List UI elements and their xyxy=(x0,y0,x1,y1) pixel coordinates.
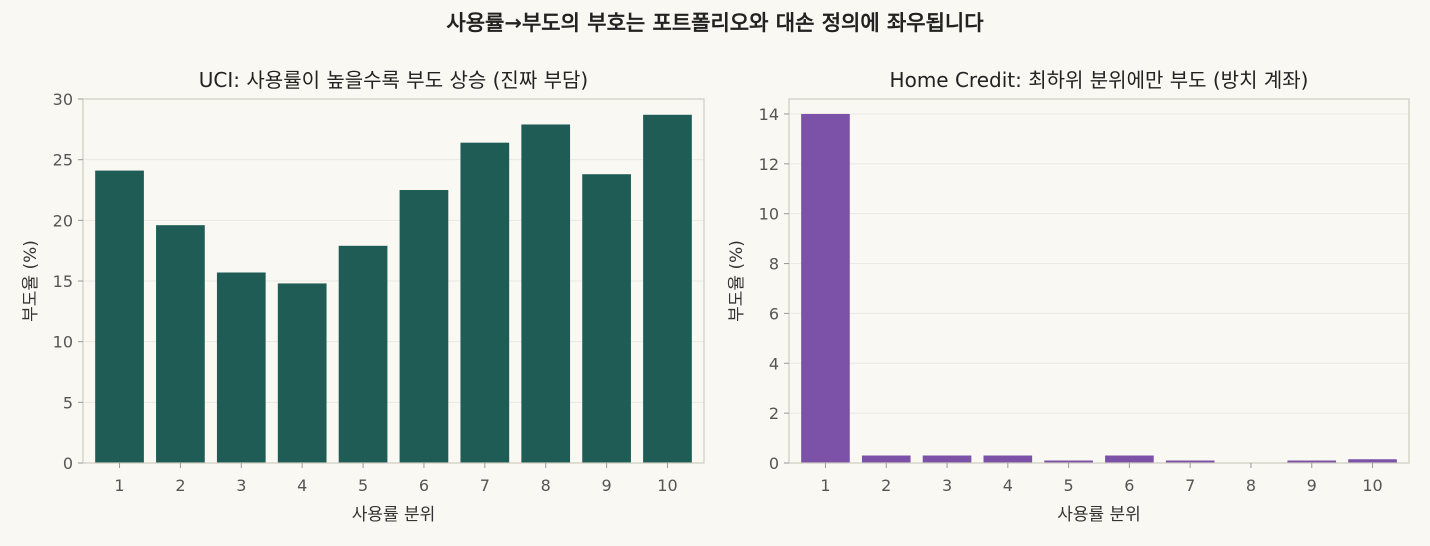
bar-4 xyxy=(277,283,327,463)
x-tick-label: 9 xyxy=(1307,476,1317,495)
x-axis-label: 사용률 분위 xyxy=(352,505,436,525)
bar-5 xyxy=(338,245,388,463)
x-tick-label: 7 xyxy=(1185,476,1195,495)
y-tick-label: 30 xyxy=(53,90,73,109)
y-tick-label: 15 xyxy=(53,272,73,291)
bar-8 xyxy=(521,124,571,463)
bar-1 xyxy=(801,113,850,464)
bar-6 xyxy=(399,190,449,463)
bar-10 xyxy=(1348,459,1397,463)
x-tick-label: 10 xyxy=(657,476,677,495)
y-tick-label: 2 xyxy=(769,404,779,423)
y-tick-label: 6 xyxy=(769,304,779,323)
x-tick-label: 6 xyxy=(419,476,429,495)
bar-7 xyxy=(460,142,510,463)
x-tick-label: 2 xyxy=(881,476,891,495)
figure-suptitle: 사용률→부도의 부호는 포트폴리오와 대손 정의에 좌우됩니다 xyxy=(446,11,984,35)
bar-9 xyxy=(582,174,631,463)
x-tick-label: 6 xyxy=(1124,476,1134,495)
y-tick-label: 20 xyxy=(53,211,73,230)
x-tick-label: 1 xyxy=(114,476,124,495)
bar-5 xyxy=(1044,460,1093,463)
chart-panel-1: 0 5 10 15 20 25 30 1 2 3 4 5 6 7 8 9 10 UCI: 사용률이 높을수록 부도… xyxy=(21,68,705,525)
y-tick-label: 5 xyxy=(63,393,73,412)
y-tick-label: 0 xyxy=(769,454,779,473)
x-tick-label: 9 xyxy=(601,476,611,495)
bar-9 xyxy=(1287,460,1337,463)
x-tick-label: 8 xyxy=(1246,476,1256,495)
chart-title: UCI: 사용률이 높을수록 부도 상승 (진짜 부담) xyxy=(199,68,588,92)
x-tick-label: 5 xyxy=(358,476,368,495)
bar-10 xyxy=(643,114,692,464)
y-tick-label: 10 xyxy=(53,333,73,352)
y-tick-label: 12 xyxy=(759,155,779,174)
bar-4 xyxy=(983,455,1033,463)
bar-7 xyxy=(1165,460,1215,463)
x-tick-label: 2 xyxy=(175,476,185,495)
y-axis-label: 부도율 (%) xyxy=(21,240,41,322)
y-tick-label: 8 xyxy=(769,255,779,274)
x-axis-label: 사용률 분위 xyxy=(1057,505,1141,525)
x-tick-label: 10 xyxy=(1362,476,1382,495)
x-tick-label: 1 xyxy=(820,476,830,495)
x-tick-label: 4 xyxy=(297,476,307,495)
y-tick-label: 25 xyxy=(53,151,73,170)
bar-3 xyxy=(922,455,972,463)
bar-2 xyxy=(156,225,205,463)
bar-2 xyxy=(861,455,911,463)
bar-3 xyxy=(216,272,266,463)
x-tick-label: 5 xyxy=(1064,476,1074,495)
x-tick-label: 7 xyxy=(480,476,490,495)
y-tick-label: 4 xyxy=(769,354,779,373)
bar-6 xyxy=(1105,455,1154,463)
y-axis-label: 부도율 (%) xyxy=(727,240,747,322)
x-tick-label: 4 xyxy=(1003,476,1013,495)
chart-title: Home Credit: 최하위 분위에만 부도 (방치 계좌) xyxy=(890,68,1309,92)
y-tick-label: 0 xyxy=(63,454,73,473)
y-tick-label: 10 xyxy=(759,205,779,224)
y-tick-label: 14 xyxy=(759,105,779,124)
x-tick-label: 3 xyxy=(236,476,246,495)
plot-frame xyxy=(788,98,1410,464)
bar-1 xyxy=(95,170,144,463)
x-tick-label: 8 xyxy=(541,476,551,495)
x-tick-label: 3 xyxy=(942,476,952,495)
